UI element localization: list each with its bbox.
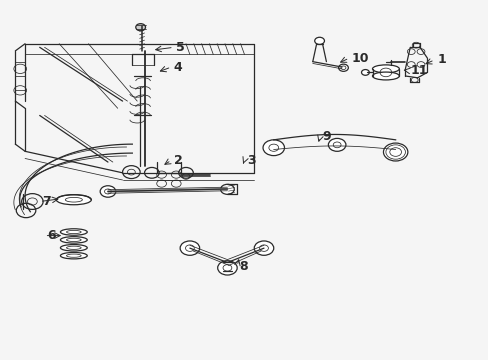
Text: 5: 5 — [176, 41, 184, 54]
Circle shape — [220, 184, 234, 194]
Text: 7: 7 — [42, 195, 51, 208]
Circle shape — [361, 69, 368, 75]
Text: 11: 11 — [409, 64, 427, 77]
Circle shape — [328, 138, 345, 151]
Ellipse shape — [61, 244, 87, 251]
Ellipse shape — [61, 252, 87, 259]
Circle shape — [136, 24, 145, 31]
Circle shape — [263, 140, 284, 156]
Ellipse shape — [61, 237, 87, 243]
Circle shape — [254, 241, 273, 255]
Circle shape — [383, 143, 407, 161]
Text: 3: 3 — [246, 154, 255, 167]
Ellipse shape — [372, 72, 399, 80]
Text: 4: 4 — [173, 60, 182, 73]
Circle shape — [338, 64, 347, 71]
Text: 2: 2 — [173, 154, 182, 167]
Ellipse shape — [372, 65, 399, 73]
Text: 10: 10 — [351, 51, 368, 64]
Circle shape — [100, 186, 116, 197]
Circle shape — [180, 241, 199, 255]
Circle shape — [217, 261, 237, 275]
Text: 1: 1 — [436, 53, 445, 66]
Ellipse shape — [56, 195, 91, 205]
Text: 6: 6 — [47, 229, 56, 242]
Text: 8: 8 — [239, 260, 248, 273]
Text: 9: 9 — [322, 130, 330, 144]
Ellipse shape — [61, 229, 87, 235]
Circle shape — [314, 37, 324, 44]
